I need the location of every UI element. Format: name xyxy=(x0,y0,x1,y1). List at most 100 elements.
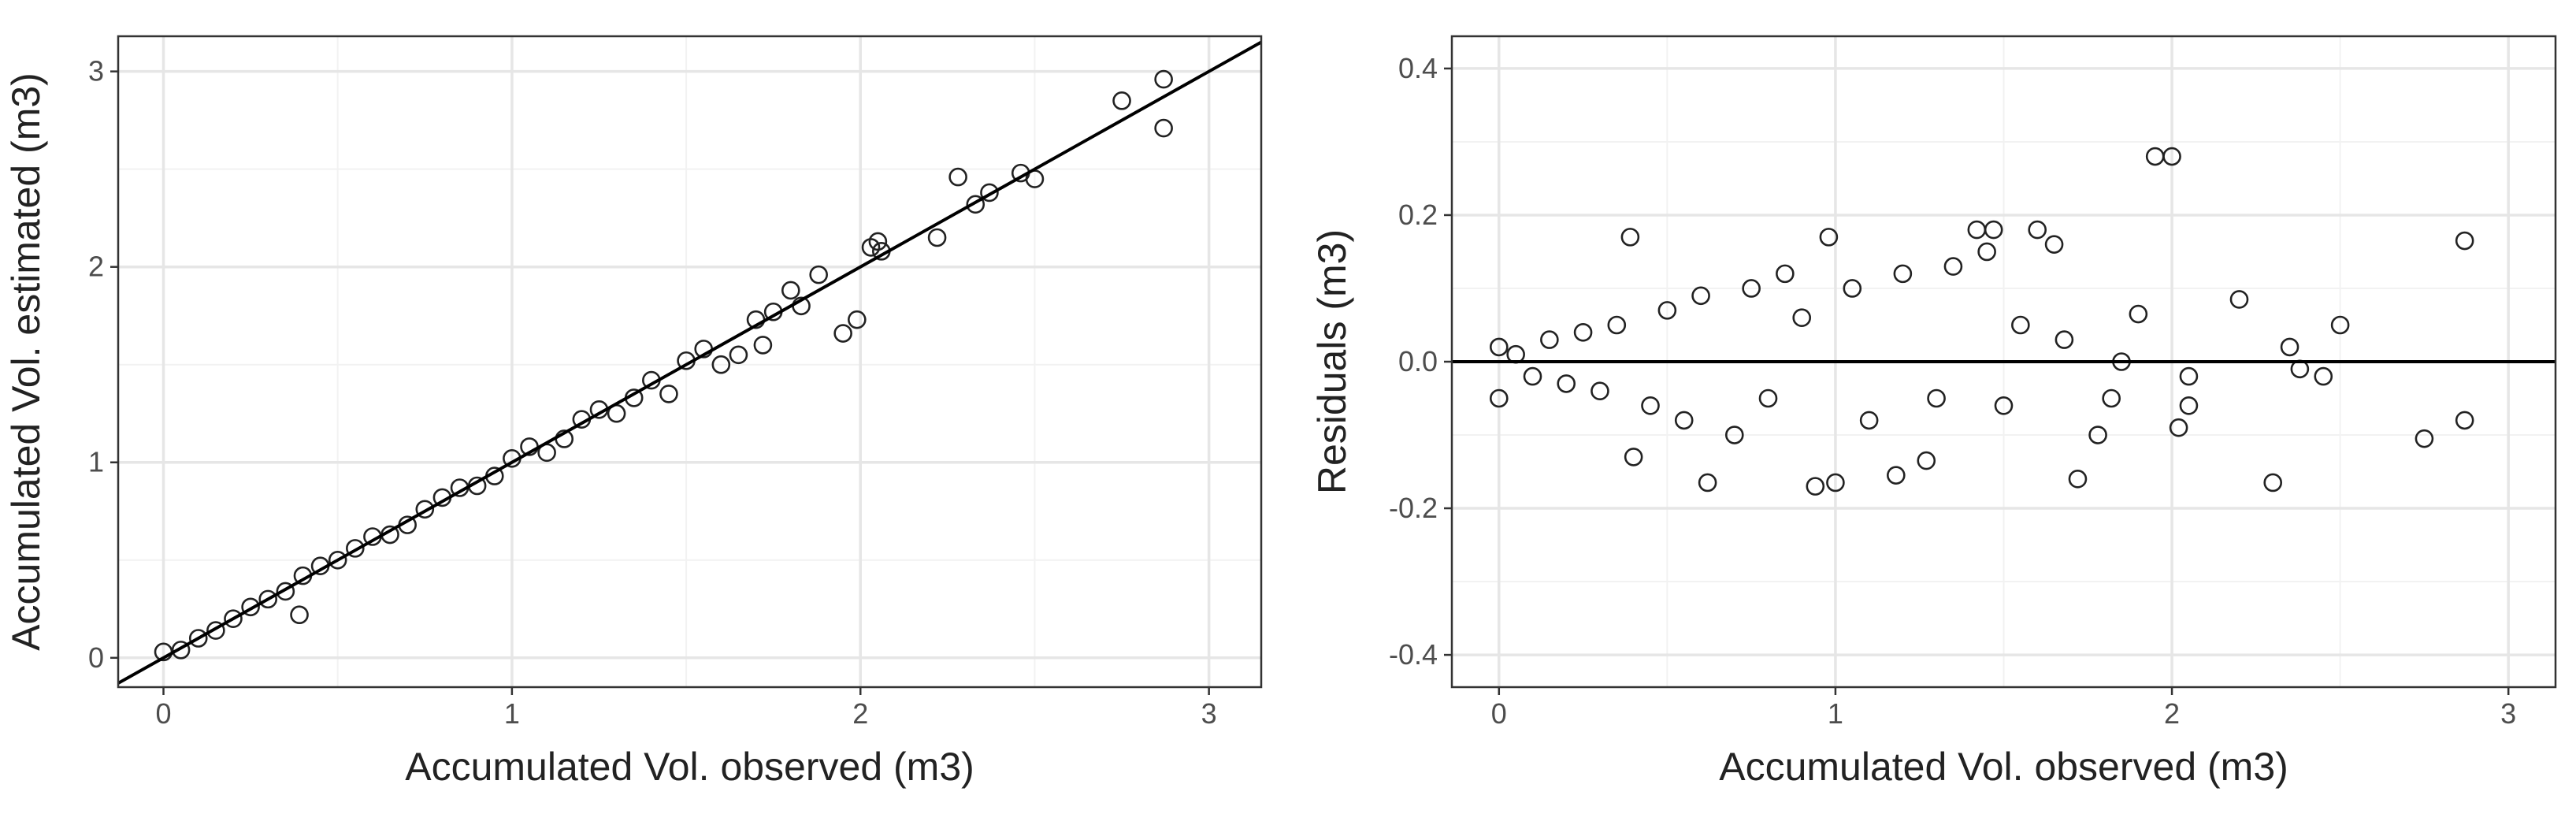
point xyxy=(1984,220,2003,240)
y-axis-title: Accumulated Vol. estimated (m3) xyxy=(4,72,48,651)
y-tick-label: 0 xyxy=(88,641,104,674)
x-tick-label: 0 xyxy=(1491,697,1507,730)
point xyxy=(1674,411,1694,430)
point xyxy=(2263,473,2283,492)
x-tick-label: 2 xyxy=(2164,697,2180,730)
point xyxy=(1523,366,1542,386)
point xyxy=(328,550,347,570)
point xyxy=(729,345,748,365)
panel: 0 1 2 3 0 1 2 3 Accumulated Vol. observed (m3) Ac… xyxy=(4,35,1263,789)
point xyxy=(948,167,967,187)
point xyxy=(1112,91,1131,110)
point xyxy=(2102,388,2121,408)
point xyxy=(206,621,225,640)
y-tick-label: 0.4 xyxy=(1398,52,1438,84)
point xyxy=(1826,473,1845,492)
point xyxy=(1893,264,1913,284)
point xyxy=(1943,257,1963,276)
point xyxy=(1698,473,1717,492)
point xyxy=(2179,396,2199,415)
point xyxy=(2455,411,2474,430)
point xyxy=(1657,301,1677,320)
point xyxy=(276,582,295,601)
x-tick-label: 1 xyxy=(1828,697,1843,730)
point xyxy=(1624,448,1643,466)
point xyxy=(2330,315,2350,335)
point xyxy=(1691,286,1710,306)
points xyxy=(118,40,1261,685)
point xyxy=(868,232,888,251)
y-axis-title: Residuals (m3) xyxy=(1310,229,1354,494)
point xyxy=(241,597,260,617)
x-tick-label: 3 xyxy=(2500,697,2516,730)
point xyxy=(1489,388,1509,408)
point xyxy=(1620,228,1640,247)
point xyxy=(711,355,731,374)
x-axis-title: Accumulated Vol. observed (m3) xyxy=(405,745,974,789)
point xyxy=(188,629,208,648)
point xyxy=(2088,426,2107,444)
point xyxy=(2179,366,2199,386)
point xyxy=(1819,228,1839,247)
point xyxy=(2068,470,2088,489)
point xyxy=(1742,279,1761,298)
point xyxy=(415,500,435,519)
point xyxy=(1792,308,1812,327)
point xyxy=(1758,388,1778,408)
point xyxy=(2415,429,2434,448)
point xyxy=(1859,411,1879,430)
point xyxy=(753,336,773,355)
point xyxy=(848,310,867,329)
y-tick-label: -0.2 xyxy=(1389,492,1438,524)
panel: 0 1 2 3 -0.4 -0.2 0.0 0.2 0.4 Accumulated Vol. ob… xyxy=(1310,35,2557,789)
point xyxy=(1641,396,1660,415)
x-tick-label: 2 xyxy=(852,697,868,730)
point xyxy=(833,324,852,343)
reference-line xyxy=(118,40,1261,685)
points xyxy=(1452,147,2556,496)
x-tick-label: 0 xyxy=(155,697,171,730)
point xyxy=(2455,231,2474,251)
point xyxy=(2044,235,2064,254)
point xyxy=(2229,290,2249,309)
point xyxy=(1917,451,1936,470)
x-tick-label: 1 xyxy=(504,697,520,730)
plot-border xyxy=(117,35,1263,689)
y-tick-label: 1 xyxy=(88,446,104,478)
point xyxy=(1776,264,1795,284)
point xyxy=(809,265,828,284)
point xyxy=(659,385,678,403)
y-tick-label: 2 xyxy=(88,251,104,283)
point xyxy=(1724,426,1744,444)
point xyxy=(1607,315,1627,335)
y-tick-label: 3 xyxy=(88,55,104,87)
point xyxy=(1557,374,1576,393)
point xyxy=(1927,388,1946,408)
point xyxy=(346,539,365,558)
point xyxy=(966,195,985,214)
point xyxy=(781,281,800,300)
point xyxy=(1573,322,1593,342)
point xyxy=(2162,147,2181,166)
point xyxy=(2011,315,2030,335)
point xyxy=(1843,279,1862,298)
point xyxy=(1887,466,1906,485)
point xyxy=(2054,330,2074,349)
y-tick-label: 0.0 xyxy=(1398,345,1438,377)
point xyxy=(980,183,999,203)
plot-border xyxy=(1450,35,2557,689)
point xyxy=(224,609,243,628)
point xyxy=(927,228,947,247)
point xyxy=(2129,304,2148,324)
point xyxy=(1591,381,1609,401)
point xyxy=(1154,118,1173,138)
point xyxy=(2028,220,2047,240)
point xyxy=(171,641,191,660)
point xyxy=(1489,337,1509,357)
point xyxy=(1994,396,2014,415)
y-tick-label: -0.4 xyxy=(1389,638,1438,671)
point xyxy=(1806,477,1825,496)
x-tick-label: 3 xyxy=(1201,697,1217,730)
point xyxy=(258,589,278,609)
